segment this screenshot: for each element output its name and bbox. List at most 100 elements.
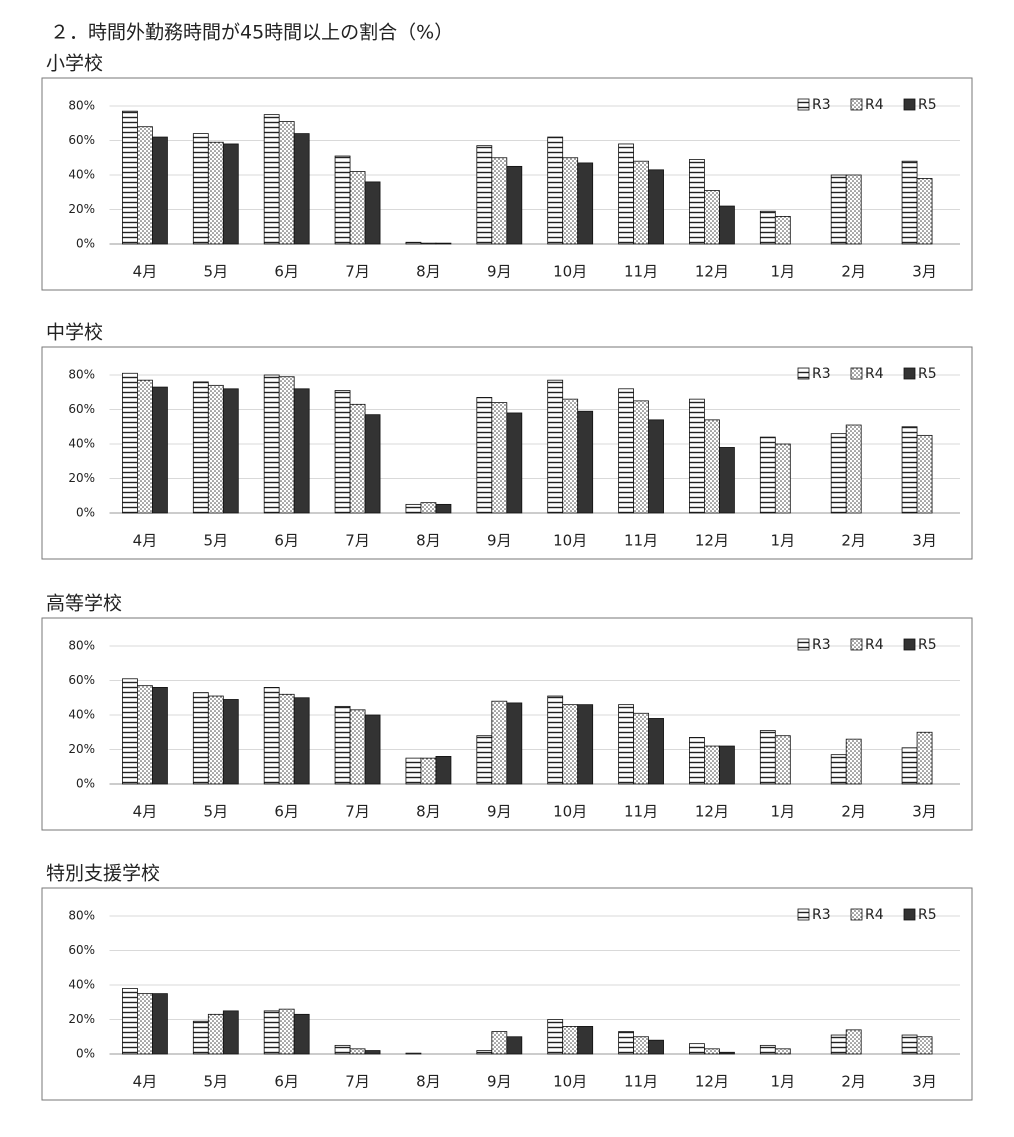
bar xyxy=(648,419,664,514)
bar xyxy=(222,699,239,785)
bar xyxy=(349,1048,366,1055)
legend-label: R3 xyxy=(812,907,831,923)
x-tick-label: 9月 xyxy=(487,803,512,821)
bar xyxy=(774,1048,791,1055)
bar xyxy=(759,1044,776,1055)
x-tick-label: 5月 xyxy=(204,263,229,281)
bar xyxy=(774,735,791,785)
bar xyxy=(152,386,168,514)
chart-frame xyxy=(41,617,973,831)
bar xyxy=(774,215,791,245)
x-tick-label: 7月 xyxy=(345,803,370,821)
bar xyxy=(476,145,493,245)
legend-swatch xyxy=(797,908,810,921)
x-tick-label: 2月 xyxy=(841,263,866,281)
bar xyxy=(648,718,664,785)
bar xyxy=(719,205,735,245)
x-tick-label: 7月 xyxy=(345,1073,370,1091)
y-tick-label: 20% xyxy=(68,742,95,756)
chart-frame xyxy=(41,346,973,560)
chart-frame xyxy=(41,887,973,1101)
bar xyxy=(420,757,437,785)
bar xyxy=(491,700,508,785)
x-tick-label: 11月 xyxy=(624,1073,658,1091)
legend-swatch xyxy=(903,638,916,651)
bar xyxy=(506,412,523,514)
legend-swatch xyxy=(797,98,810,111)
bar xyxy=(349,403,366,514)
bar xyxy=(293,1013,310,1055)
x-tick-label: 6月 xyxy=(274,803,299,821)
bar xyxy=(192,133,209,245)
x-tick-label: 6月 xyxy=(274,1073,299,1091)
legend-swatch xyxy=(850,908,863,921)
bar xyxy=(689,159,705,245)
y-tick-label: 20% xyxy=(68,471,95,485)
legend-swatch xyxy=(850,367,863,380)
bar xyxy=(901,747,918,785)
bar xyxy=(263,1010,280,1055)
x-tick-label: 5月 xyxy=(204,803,229,821)
x-tick-label: 3月 xyxy=(912,803,937,821)
legend-swatch xyxy=(850,638,863,651)
bar xyxy=(704,190,720,245)
y-tick-label: 60% xyxy=(68,133,95,147)
bar xyxy=(562,1026,579,1055)
bar xyxy=(192,381,209,514)
bar xyxy=(364,181,381,245)
bar xyxy=(689,1043,705,1055)
x-tick-label: 3月 xyxy=(912,1073,937,1091)
bar xyxy=(830,174,847,245)
legend-label: R4 xyxy=(865,97,884,113)
bar xyxy=(759,210,776,245)
bar xyxy=(278,376,295,514)
bar xyxy=(405,241,422,245)
bar xyxy=(577,1026,594,1055)
bar xyxy=(704,1048,720,1055)
bar xyxy=(901,426,918,514)
x-tick-label: 5月 xyxy=(204,532,229,550)
x-tick-label: 7月 xyxy=(345,532,370,550)
bar xyxy=(420,502,437,514)
legend-swatch xyxy=(850,98,863,111)
y-tick-label: 0% xyxy=(76,237,95,251)
x-tick-label: 10月 xyxy=(553,263,587,281)
bar xyxy=(278,693,295,785)
bar xyxy=(577,162,594,245)
bar xyxy=(476,1050,493,1055)
bar xyxy=(491,402,508,514)
bar xyxy=(830,1034,847,1055)
bar xyxy=(719,447,735,514)
x-tick-label: 9月 xyxy=(487,1073,512,1091)
bar xyxy=(719,745,735,785)
bar xyxy=(435,503,452,514)
bar xyxy=(405,503,422,514)
bar xyxy=(845,738,862,785)
x-tick-label: 1月 xyxy=(771,263,796,281)
legend-label: R3 xyxy=(812,366,831,382)
bar xyxy=(420,242,437,245)
bar xyxy=(618,1031,634,1055)
legend-label: R3 xyxy=(812,637,831,653)
y-tick-label: 80% xyxy=(68,909,95,923)
bar xyxy=(122,678,138,785)
x-tick-label: 10月 xyxy=(553,803,587,821)
bar xyxy=(364,1050,381,1055)
bar xyxy=(547,695,564,785)
legend-label: R4 xyxy=(865,907,884,923)
bar xyxy=(349,171,366,245)
y-tick-label: 0% xyxy=(76,506,95,520)
x-tick-label: 4月 xyxy=(133,1073,158,1091)
x-tick-label: 11月 xyxy=(624,803,658,821)
y-tick-label: 80% xyxy=(68,368,95,382)
bar xyxy=(845,424,862,514)
bar xyxy=(207,695,224,785)
legend-swatch xyxy=(903,908,916,921)
y-tick-label: 20% xyxy=(68,1012,95,1026)
legend-label: R5 xyxy=(918,97,937,113)
x-tick-label: 8月 xyxy=(416,803,441,821)
bar xyxy=(192,1020,209,1055)
bar xyxy=(207,384,224,514)
bar xyxy=(648,1039,664,1055)
